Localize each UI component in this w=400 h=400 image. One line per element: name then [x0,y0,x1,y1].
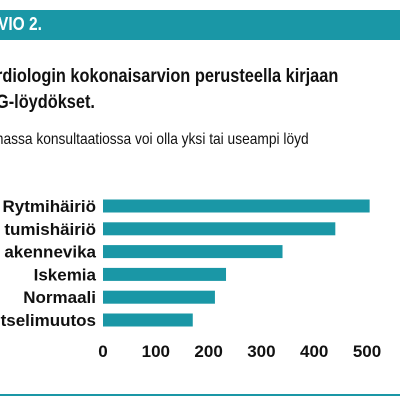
chart-title: rdiologin kokonaisarvion perusteella kir… [0,64,338,116]
chart-title-line-1: rdiologin kokonaisarvion perusteella kir… [0,66,339,87]
x-tick-label-0: 0 [98,342,107,361]
bar-akennevika [103,245,283,259]
category-label-tumishairio: tumishäiriö [4,220,96,239]
x-tick-label-500: 500 [353,342,381,361]
category-label-iskemia: Iskemia [34,265,97,284]
bar-tselimuutos [103,313,193,327]
figure-label: VIO 2. [0,14,42,34]
bar-rytmihairio [103,199,370,213]
x-tick-label-200: 200 [194,342,222,361]
bar-tumishairio [103,222,336,236]
x-tick-label-400: 400 [300,342,328,361]
bar-normaali [103,290,215,304]
chart-title-line-2: G-löydökset. [0,92,95,113]
header-bar [0,10,400,40]
x-tick-label-100: 100 [142,342,170,361]
chart-subtitle: massa konsultaatiossa voi olla yksi tai … [0,131,309,148]
category-label-tselimuutos: tselimuutos [1,311,96,330]
category-label-normaali: Normaali [23,288,96,307]
x-tick-label-300: 300 [247,342,275,361]
category-label-akennevika: akennevika [4,243,96,262]
bar-iskemia [103,267,227,281]
category-label-rytmihairio: Rytmihäiriö [2,197,96,216]
bottom-rule [0,394,400,396]
